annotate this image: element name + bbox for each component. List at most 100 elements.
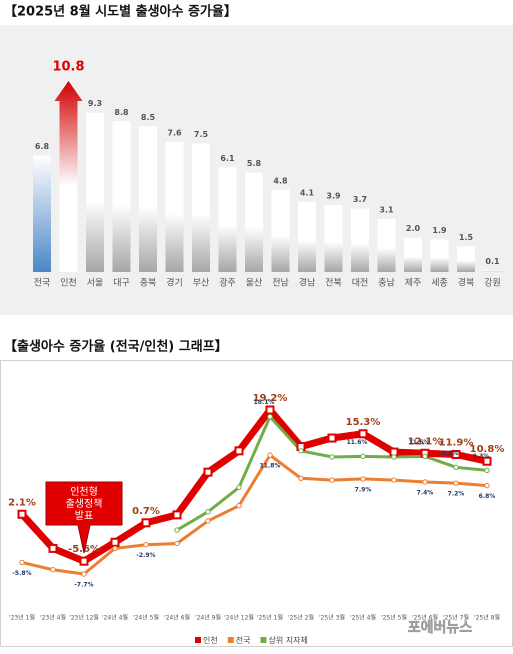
legend-label: 인천 — [203, 635, 218, 645]
marker — [329, 454, 335, 460]
marker — [391, 477, 397, 483]
marker — [236, 503, 242, 509]
value-label: 1.5 — [459, 233, 474, 242]
bar — [218, 167, 237, 272]
marker — [453, 480, 459, 486]
marker — [50, 567, 56, 573]
x-tick-label: '25년 7월 — [443, 614, 469, 622]
bar — [165, 141, 184, 272]
x-tick-label: 인천 — [60, 278, 77, 289]
value-label: 8.8 — [114, 108, 129, 117]
bar — [457, 246, 475, 272]
bar — [245, 172, 263, 272]
marker — [48, 543, 58, 553]
x-tick-label: '24년 6월 — [164, 614, 190, 622]
marker — [422, 479, 428, 485]
line — [19, 406, 488, 565]
legend-swatch — [195, 637, 201, 643]
bar — [271, 189, 290, 272]
marker — [79, 556, 89, 566]
x-tick-label: '25년 8월 — [474, 614, 500, 622]
marker — [267, 414, 273, 420]
marker — [484, 482, 490, 489]
value-label: 0.1 — [485, 257, 500, 266]
x-tick-label: 대구 — [113, 278, 130, 289]
x-tick-label: '25년 1월 — [257, 614, 283, 622]
x-tick-label: '23년 4월 — [40, 614, 66, 622]
bar — [483, 270, 502, 272]
marker — [298, 475, 304, 481]
value-label: 11.6% — [409, 439, 430, 446]
legend-label: 전국 — [236, 635, 251, 645]
x-tick-label: 강원 — [484, 278, 501, 289]
value-label: 19.2% — [253, 393, 288, 404]
legend-swatch — [227, 637, 234, 643]
x-tick-label: '24년 9월 — [195, 614, 221, 622]
marker — [482, 456, 492, 466]
x-tick-label: 서울 — [87, 278, 104, 289]
value-label: 11.9% — [439, 438, 474, 449]
watermark: 포에버뉴스 — [408, 619, 473, 636]
marker — [141, 518, 151, 528]
value-label: -2.9% — [136, 552, 155, 559]
bar — [351, 208, 369, 272]
value-label: 3.7 — [353, 195, 367, 204]
marker — [236, 484, 242, 491]
marker — [112, 545, 118, 552]
value-label: 4.1 — [300, 188, 315, 197]
bar — [192, 143, 210, 272]
value-label: 7.6 — [167, 128, 182, 137]
value-label: 7.2% — [448, 491, 465, 498]
x-tick-label: 전국 — [34, 278, 51, 289]
marker — [19, 559, 25, 566]
x-tick-label: '25년 3월 — [319, 614, 345, 622]
value-label: -7.7% — [74, 582, 93, 589]
marker — [391, 454, 397, 460]
marker — [174, 527, 180, 533]
marker — [143, 542, 149, 548]
value-label: 18.1% — [254, 399, 275, 406]
bar — [86, 112, 104, 272]
marker — [358, 429, 368, 439]
annotation: 발표 — [75, 510, 93, 522]
bar — [324, 205, 343, 272]
x-tick-label: 전남 — [272, 278, 289, 289]
value-label: 10.8% — [470, 444, 505, 455]
value-label: 11.6% — [347, 439, 368, 446]
marker — [17, 509, 27, 519]
marker — [205, 518, 211, 524]
x-tick-label: 경남 — [299, 277, 316, 289]
marker — [327, 433, 337, 443]
value-label: 9.8% — [442, 450, 459, 457]
bar — [404, 237, 422, 272]
x-tick-label: 전북 — [325, 278, 342, 289]
chart-title: 【출생아수 증가율 (전국/인천) 그래프】 — [4, 339, 228, 355]
marker — [203, 467, 213, 477]
x-tick-label: 경기 — [166, 277, 183, 289]
bar — [377, 218, 396, 272]
marker — [205, 509, 211, 515]
bar — [54, 81, 83, 272]
value-label: 7.4% — [417, 489, 434, 496]
marker — [360, 476, 366, 482]
value-label: 2.1% — [8, 497, 36, 508]
marker — [174, 540, 180, 547]
x-tick-label: 광주 — [219, 277, 236, 289]
marker — [267, 452, 273, 458]
bar — [139, 126, 157, 272]
value-label: 9.3 — [88, 99, 102, 108]
value-label: 6.8 — [35, 142, 50, 151]
x-tick-label: 충북 — [140, 278, 157, 289]
value-label: 6.8% — [479, 493, 496, 500]
x-tick-label: 부산 — [193, 278, 210, 289]
x-tick-label: 세종 — [431, 278, 448, 289]
x-tick-label: '25년 2월 — [288, 614, 314, 622]
value-label: 9.3% — [473, 453, 490, 460]
annotation: 인천형 — [70, 486, 98, 498]
value-label: 6.1 — [220, 154, 235, 163]
legend-label: 상위 지자체 — [268, 635, 307, 645]
value-label: 5.8 — [247, 159, 262, 168]
marker — [234, 446, 244, 456]
value-label: 3.9 — [326, 192, 341, 201]
